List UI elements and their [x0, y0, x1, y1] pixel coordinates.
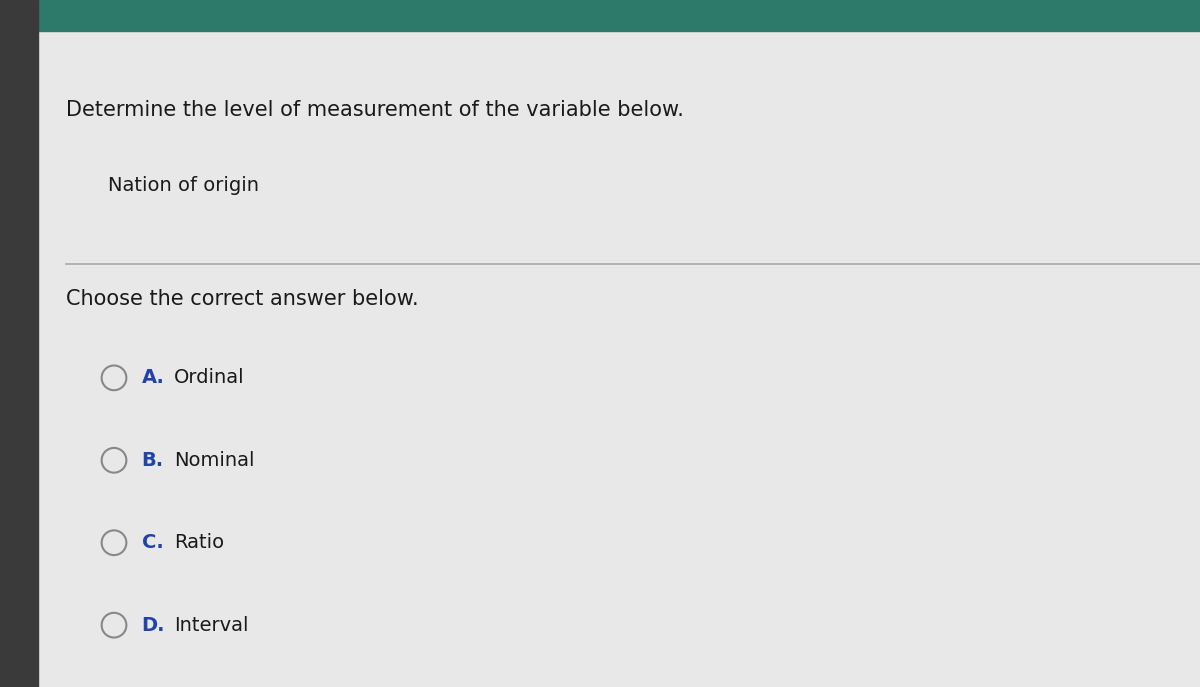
Text: A.: A. [142, 368, 164, 387]
Text: Ratio: Ratio [174, 533, 224, 552]
Text: Choose the correct answer below.: Choose the correct answer below. [66, 289, 419, 309]
Text: Nation of origin: Nation of origin [108, 176, 259, 195]
Text: Ordinal: Ordinal [174, 368, 245, 387]
Text: Nominal: Nominal [174, 451, 254, 470]
Text: Determine the level of measurement of the variable below.: Determine the level of measurement of th… [66, 100, 684, 120]
FancyBboxPatch shape [0, 0, 38, 687]
Text: B.: B. [142, 451, 163, 470]
Text: Interval: Interval [174, 616, 248, 635]
FancyBboxPatch shape [0, 0, 1200, 31]
Text: D.: D. [142, 616, 166, 635]
Text: C.: C. [142, 533, 163, 552]
